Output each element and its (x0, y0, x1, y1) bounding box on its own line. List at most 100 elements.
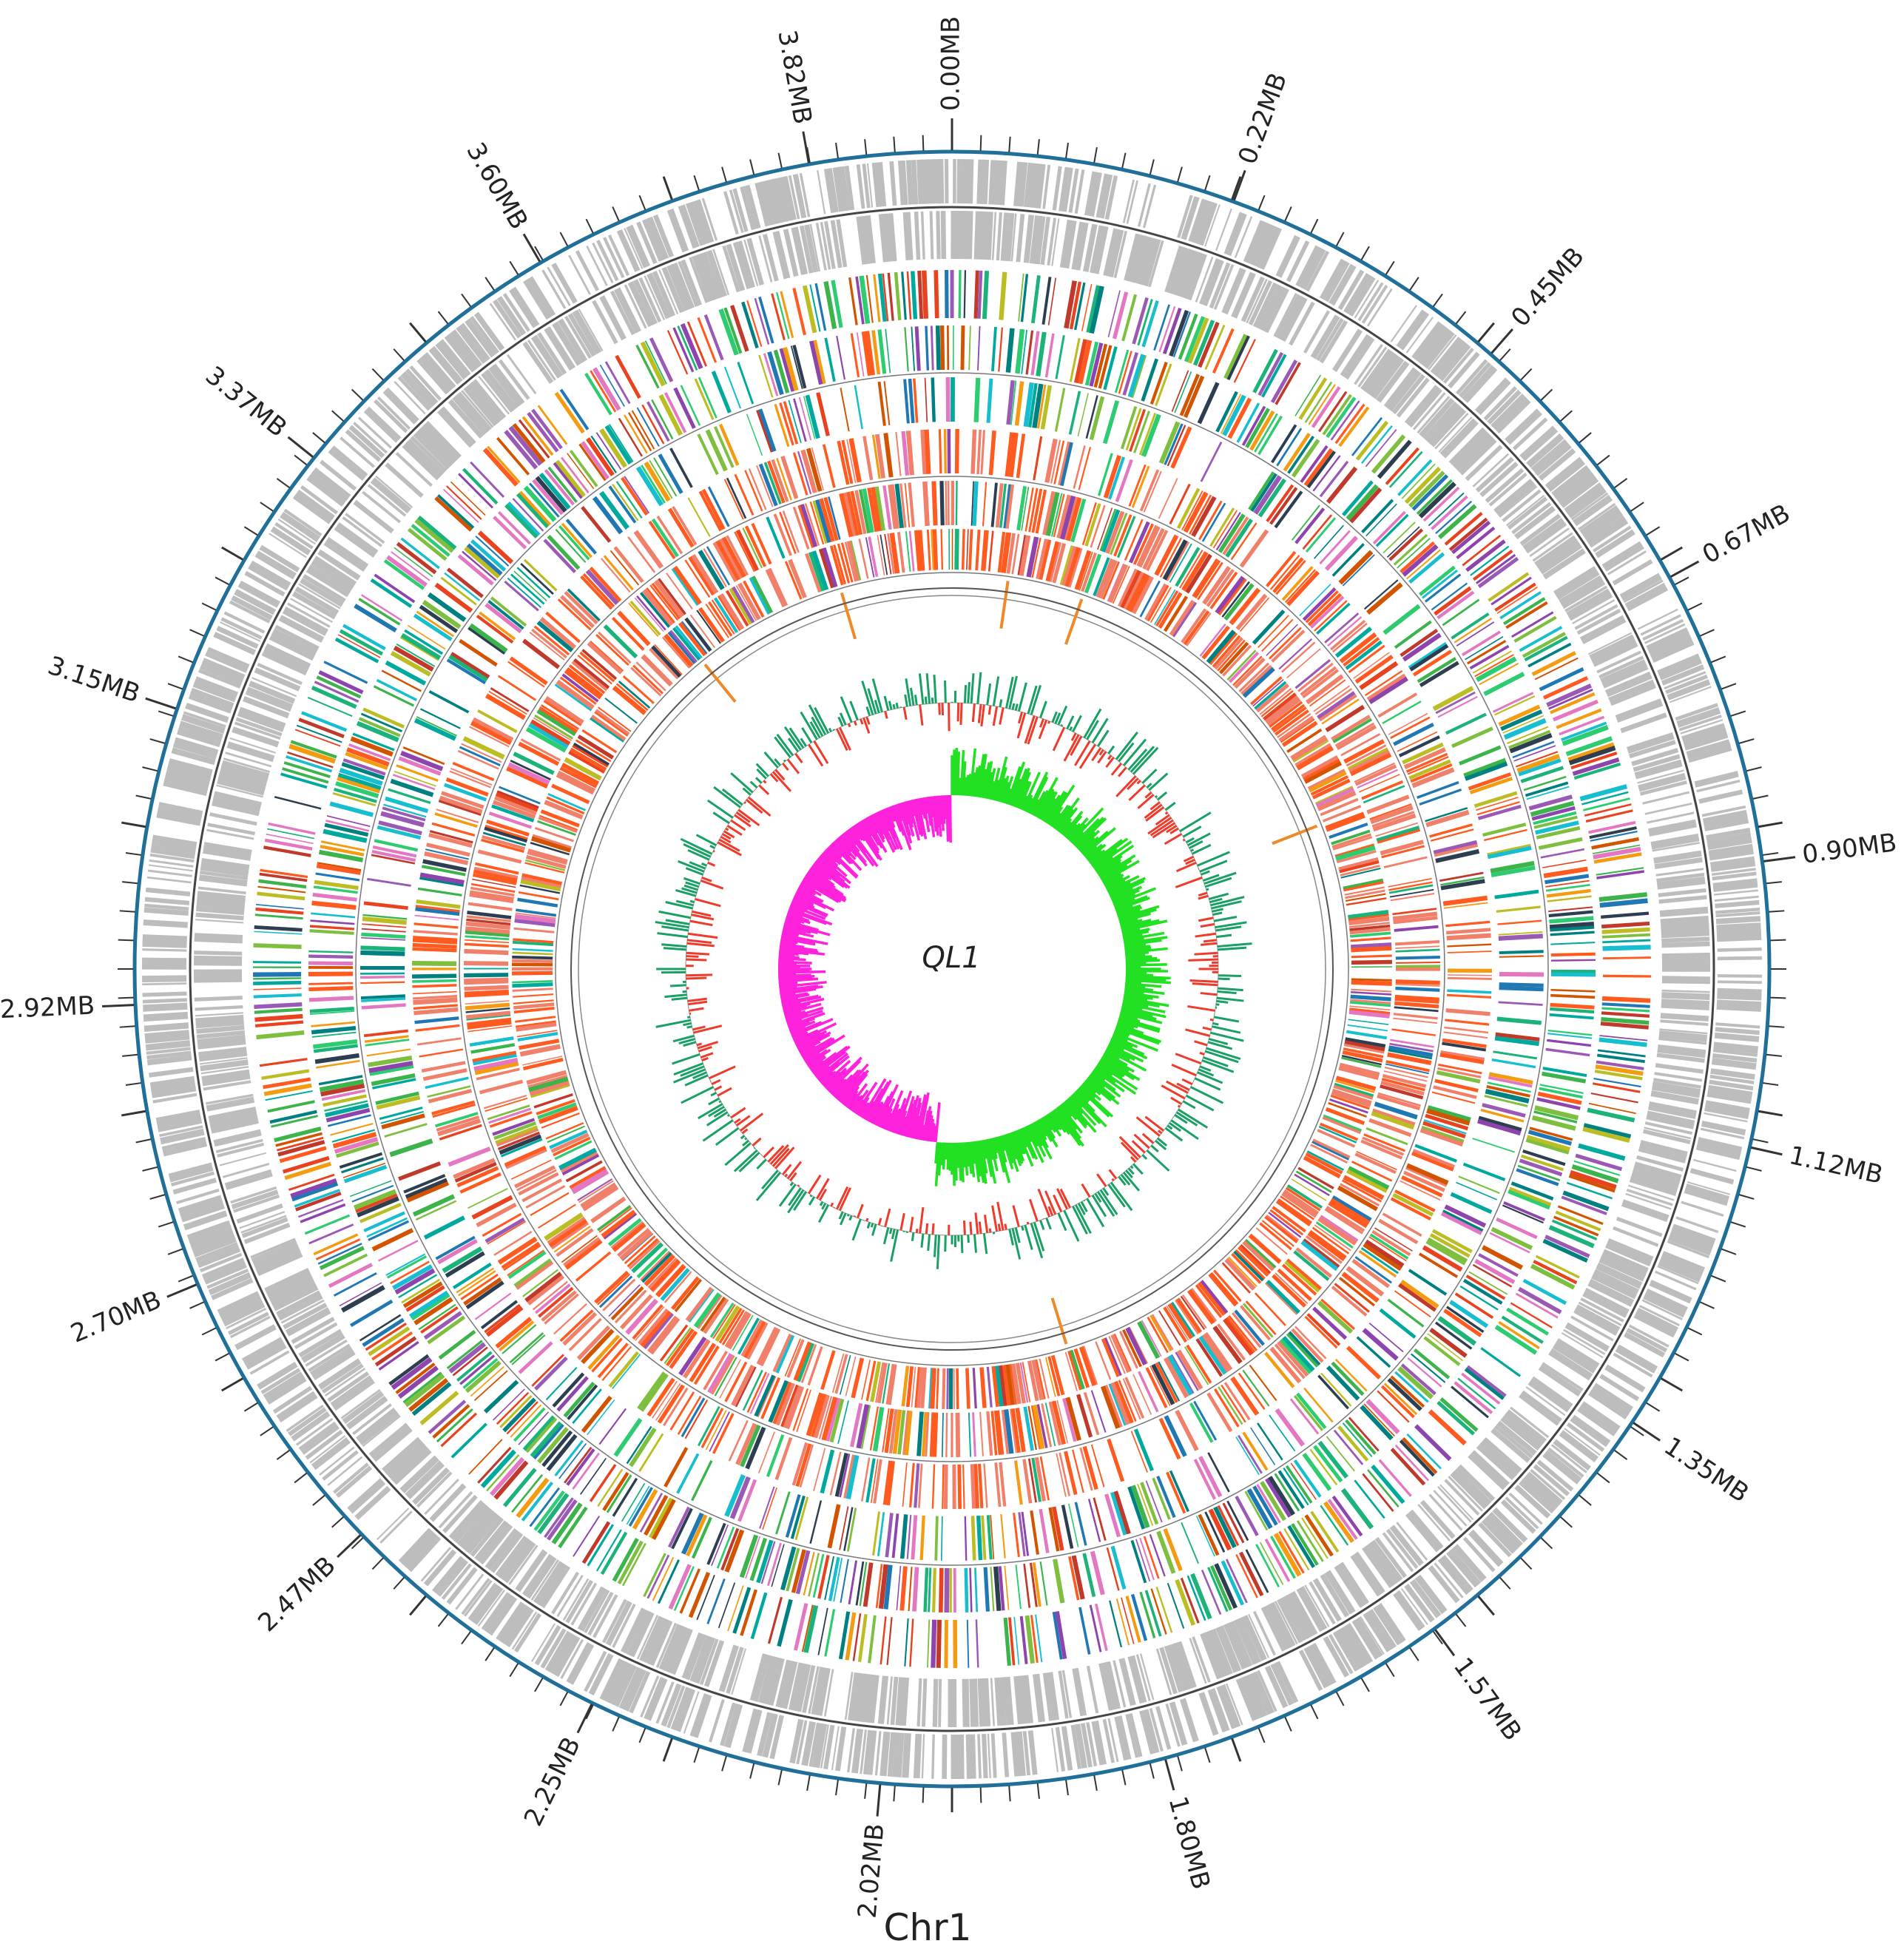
feature-bar (1189, 1638, 1207, 1684)
feature-bar (406, 1181, 450, 1203)
feature-bar (1016, 486, 1027, 531)
feature-bar (1166, 541, 1190, 581)
feature-bar (257, 1361, 298, 1390)
feature-bar (554, 683, 593, 712)
feature-bar (1347, 1166, 1390, 1190)
feature-bar (602, 1598, 627, 1644)
feature-bar (1354, 762, 1395, 783)
feature-bar (964, 1516, 968, 1561)
feature-bar (1064, 1451, 1078, 1496)
feature-bar (757, 1712, 773, 1757)
feature-bar (1442, 1041, 1487, 1052)
feature-bar (1459, 1285, 1499, 1311)
feature-bar (1254, 413, 1278, 453)
feature-bar (1302, 587, 1337, 621)
feature-bar (632, 1488, 658, 1530)
feature-bar (1314, 524, 1344, 559)
feature-bar (513, 752, 555, 775)
feature-bar (918, 1463, 923, 1508)
feature-bar (1593, 1382, 1634, 1412)
feature-bar (442, 488, 479, 523)
feature-bar (436, 1115, 480, 1132)
feature-bar (649, 1259, 681, 1292)
feature-bar (647, 272, 672, 320)
feature-bar (1033, 436, 1043, 481)
feature-bar (538, 1286, 574, 1318)
feature-bar (563, 1237, 601, 1267)
feature-bar (1190, 1573, 1212, 1620)
scale-tick (1036, 1783, 1040, 1799)
feature-bar (975, 1619, 979, 1668)
feature-bar (1422, 329, 1455, 369)
feature-bar (1388, 881, 1433, 891)
feature-bar (1499, 985, 1544, 992)
feature-bar (245, 692, 291, 712)
feature-bar (640, 1310, 672, 1348)
feature-bar (405, 1178, 448, 1199)
feature-bar (1108, 1383, 1127, 1426)
feature-bar (561, 673, 599, 703)
feature-bar (506, 766, 549, 789)
feature-bar (1464, 761, 1508, 781)
feature-bar (1329, 823, 1368, 839)
feature-bar (1582, 1127, 1630, 1144)
feature-bar (1024, 487, 1034, 532)
feature-bar (1106, 229, 1124, 278)
feature-bar (1446, 928, 1491, 935)
feature-bar (561, 1153, 600, 1176)
feature-bar (1386, 526, 1420, 558)
feature-bar (1448, 1476, 1483, 1512)
feature-bar (152, 1093, 198, 1104)
feature-bar (1407, 756, 1449, 775)
feature-bar (1547, 1039, 1592, 1047)
feature-bar (683, 1691, 700, 1734)
feature-bar (1382, 1532, 1414, 1573)
gc-content-bar (1215, 1003, 1220, 1006)
feature-bar (188, 692, 233, 714)
feature-bar (507, 501, 541, 536)
feature-bar (762, 1487, 777, 1530)
feature-bar (490, 687, 530, 712)
feature-bar (1250, 473, 1277, 513)
gc-content-bar (1098, 749, 1104, 756)
feature-bar (1366, 794, 1410, 814)
feature-bar (1548, 906, 1593, 913)
feature-bar (1129, 408, 1147, 452)
feature-bar (1107, 563, 1124, 602)
feature-bar (767, 1596, 783, 1644)
feature-bar (1418, 565, 1456, 596)
feature-bar (452, 761, 495, 782)
feature-bar (362, 914, 408, 920)
feature-bar (400, 537, 440, 570)
gc-content-bar (931, 698, 934, 704)
feature-bar (689, 1343, 717, 1382)
feature-bar (1661, 952, 1710, 959)
gc-content-bar (1141, 1154, 1148, 1160)
feature-bar (397, 1365, 439, 1399)
feature-bar (1030, 275, 1041, 324)
feature-bar (469, 890, 514, 901)
feature-bar (961, 529, 965, 570)
feature-bar (1350, 931, 1391, 938)
feature-bar (1242, 1240, 1275, 1272)
feature-bar (1343, 1043, 1385, 1054)
feature-bar (859, 1561, 868, 1607)
feature-bar (1709, 1079, 1754, 1091)
feature-bar (968, 1412, 972, 1457)
feature-bar (560, 595, 595, 629)
gc-content-bar (853, 720, 857, 726)
scale-tick (1674, 576, 1689, 586)
feature-bar (1104, 1661, 1121, 1710)
feature-bar (1639, 1140, 1688, 1158)
feature-bar (1601, 541, 1641, 567)
gc-content-bar (883, 695, 890, 711)
feature-bar (540, 704, 579, 730)
feature-bar (664, 1447, 689, 1488)
feature-bar (413, 930, 458, 936)
feature-bar (171, 747, 216, 766)
feature-bar (1450, 1192, 1493, 1215)
scale-tick (1409, 1647, 1419, 1661)
feature-bar (986, 1411, 993, 1456)
feature-bar (1137, 1483, 1154, 1526)
feature-bar (1004, 533, 1012, 573)
